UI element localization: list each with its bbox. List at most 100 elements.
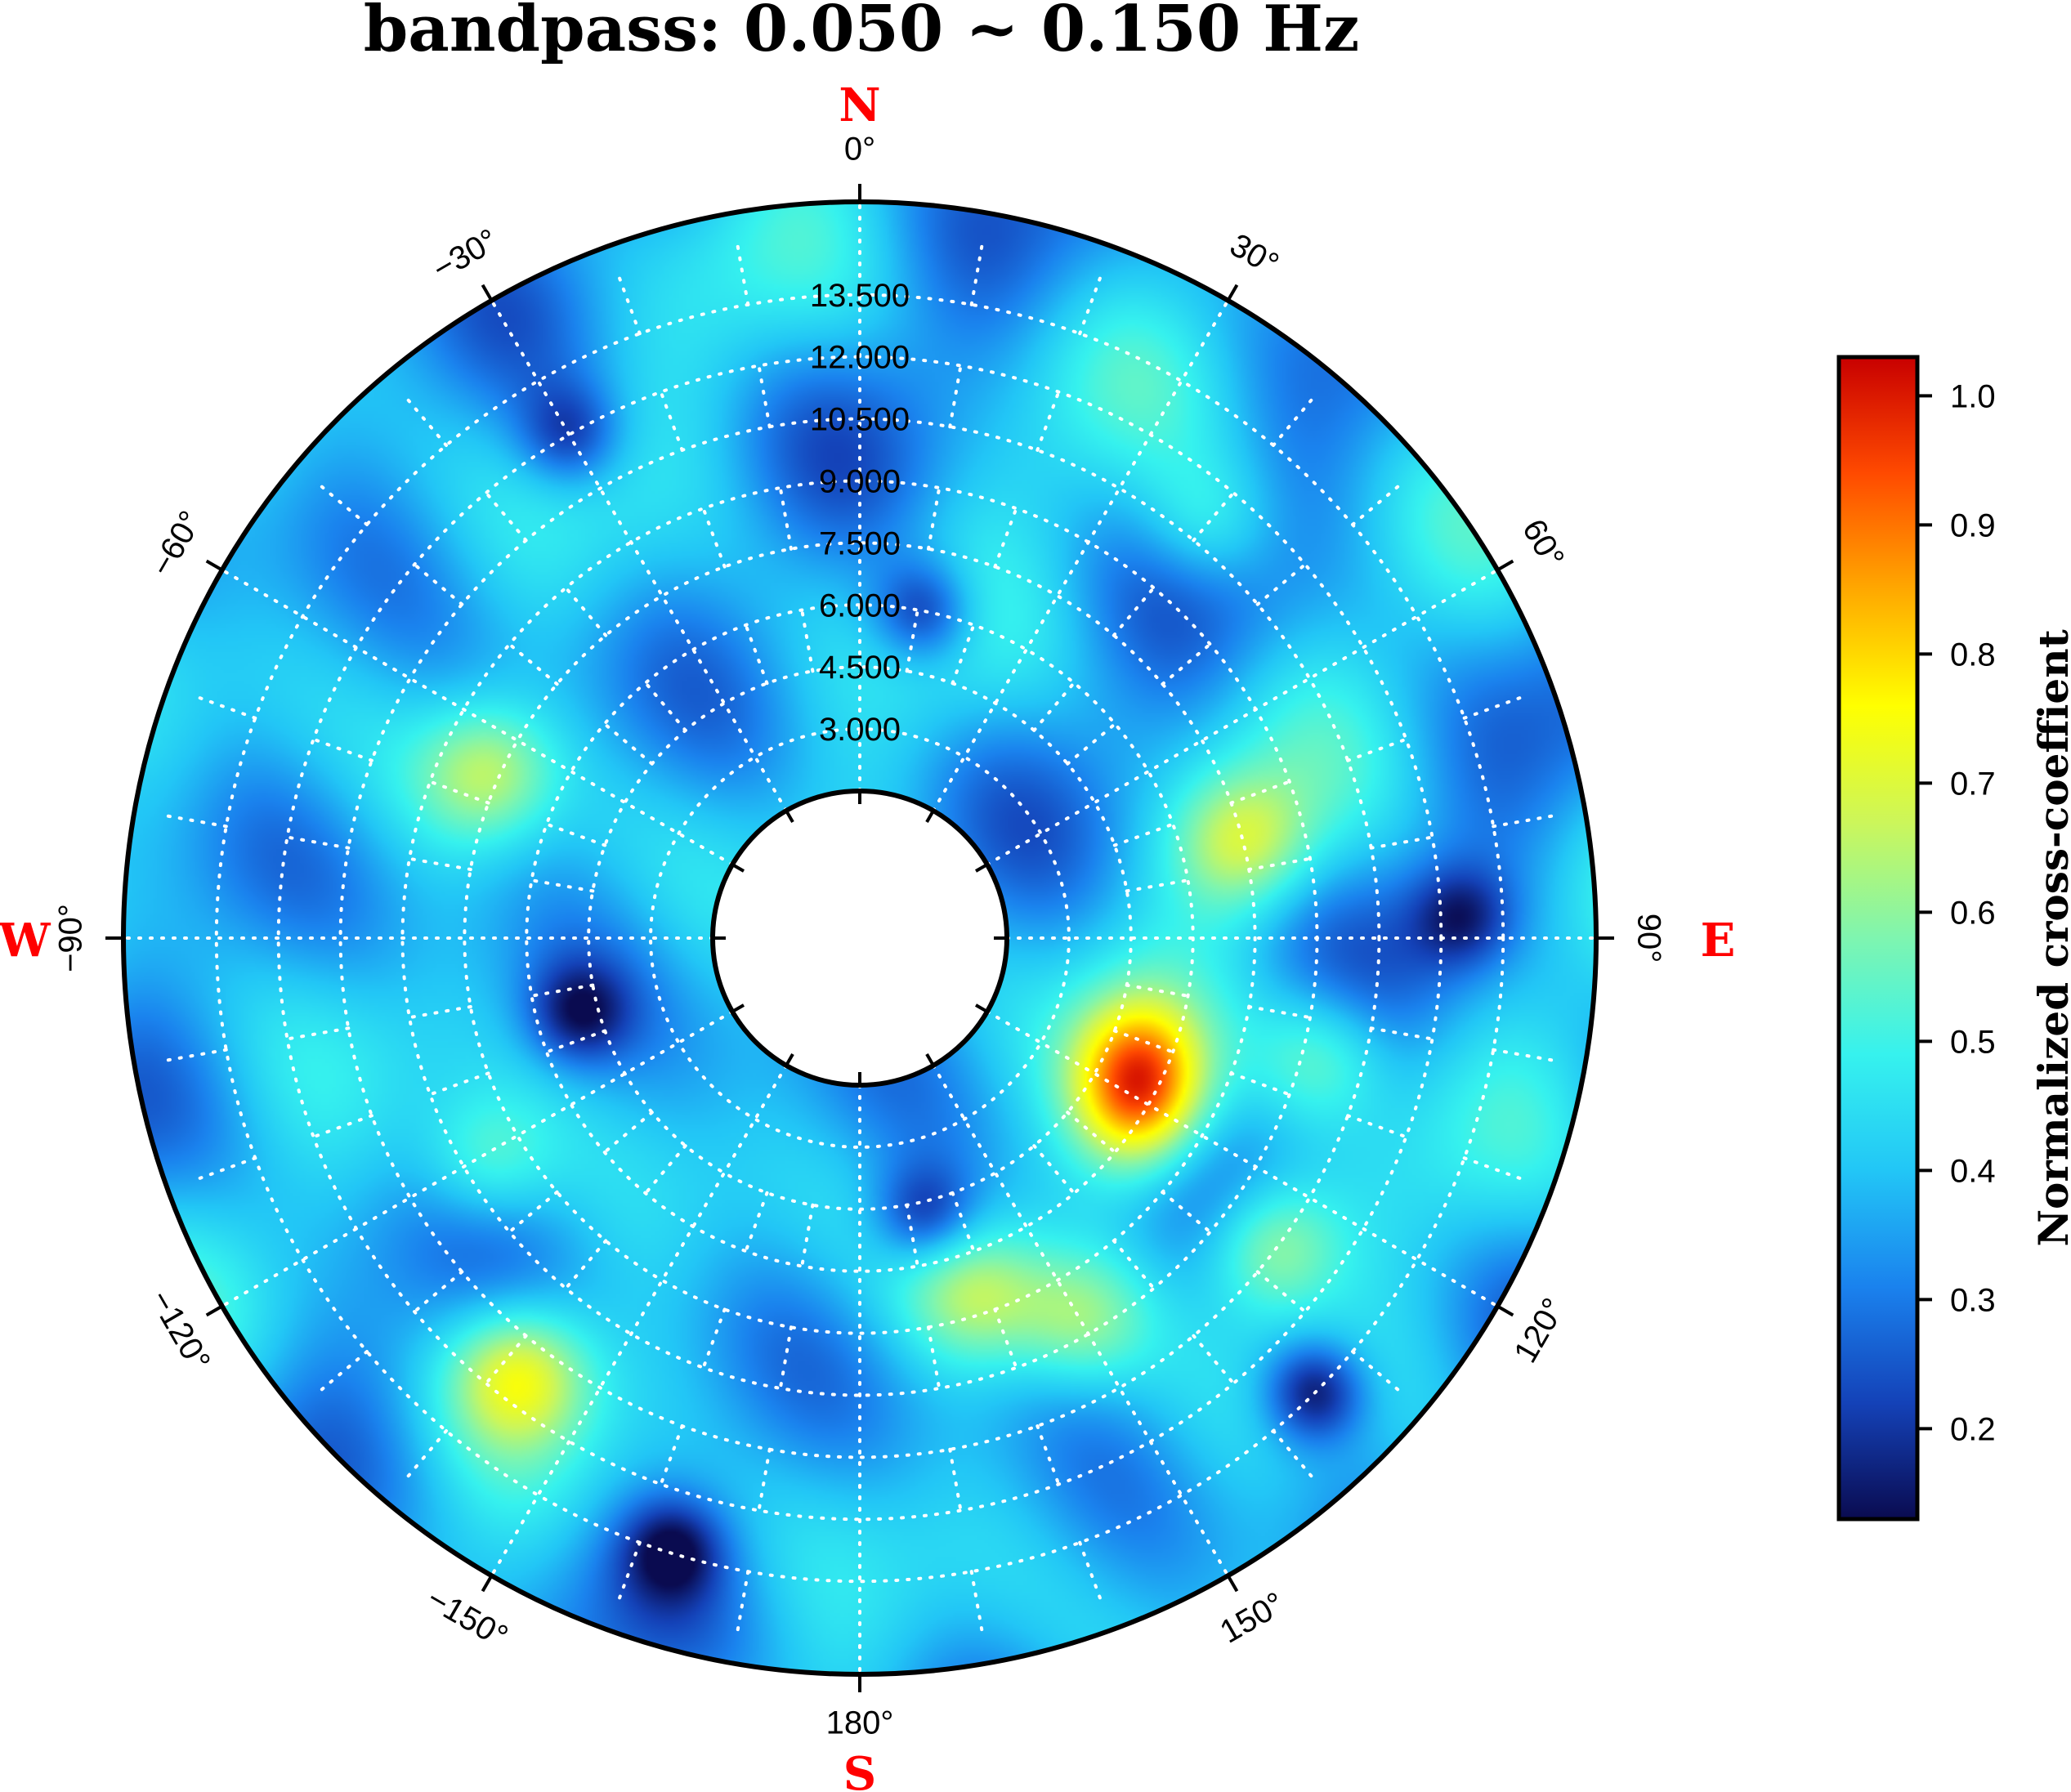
- grid-minor-spoke: [508, 1190, 559, 1234]
- angle-tick-label: 120°: [1507, 1292, 1572, 1369]
- grid-minor-spoke: [408, 1005, 472, 1020]
- grid-minor-spoke: [1192, 1334, 1236, 1385]
- grid-minor-spoke: [163, 814, 228, 829]
- angle-tick-label: −150°: [421, 1580, 514, 1655]
- grid-minor-spoke: [1078, 1540, 1103, 1602]
- angle-tick-label: −30°: [427, 222, 504, 288]
- grid-minor-spoke: [736, 1570, 750, 1634]
- compass-east: E: [1701, 914, 1736, 968]
- grid-minor-spoke: [1229, 780, 1291, 805]
- outer-tick: [205, 559, 223, 572]
- outer-tick: [481, 1575, 494, 1593]
- grid-minor-spoke: [1462, 695, 1524, 720]
- angle-tick-label: 90°: [1630, 914, 1666, 963]
- inner-tick: [785, 1053, 794, 1066]
- grid-minor-spoke: [659, 1424, 684, 1486]
- grid-ring: [214, 293, 1505, 1584]
- grid-minor-spoke: [757, 364, 772, 429]
- colorbar-tick-label: 1.0: [1950, 378, 1996, 414]
- grid-minor-spoke: [757, 1447, 772, 1513]
- grid-minor-spoke: [1255, 1270, 1307, 1314]
- grid-minor-spoke: [927, 1325, 942, 1390]
- angle-tick-label: 30°: [1224, 227, 1285, 283]
- inner-tick: [975, 863, 988, 873]
- grid-ring: [649, 727, 1071, 1149]
- grid-ring: [338, 417, 1381, 1459]
- grid-minor-spoke: [1492, 814, 1556, 829]
- grid-spoke: [490, 1063, 788, 1578]
- grid-ring: [463, 541, 1257, 1335]
- grid-minor-spoke: [317, 483, 369, 526]
- grid-minor-spoke: [1351, 483, 1402, 526]
- outer-tick: [1226, 1575, 1239, 1593]
- grid-minor-spoke: [564, 1239, 608, 1290]
- inner-tick: [925, 1053, 935, 1066]
- grid-minor-spoke: [927, 486, 942, 551]
- grid-minor-spoke: [1125, 878, 1190, 893]
- grid-spoke: [985, 1010, 1500, 1308]
- colorbar-ticks: 0.2 0.3 0.4 0.5 0.6 0.7 0.8 0.9 1.0: [1917, 378, 1996, 1447]
- outer-tick: [1226, 284, 1239, 302]
- colorbar-tick-label: 0.3: [1950, 1282, 1996, 1318]
- colorbar: 0.2 0.3 0.4 0.5 0.6 0.7 0.8 0.9 1.0 Normalized c…: [1836, 355, 2071, 1522]
- grid-spoke: [932, 1063, 1230, 1578]
- outer-tick: [481, 284, 494, 302]
- angle-tick-label: 60°: [1515, 513, 1571, 574]
- grid-minor-spoke: [1192, 491, 1236, 543]
- radial-tick-label: 10.500: [810, 402, 910, 438]
- angle-tick-label: −60°: [144, 505, 209, 583]
- angle-tick-label: 0°: [844, 132, 875, 168]
- colorbar-tick-label: 0.2: [1950, 1411, 1996, 1447]
- polar-grid: [122, 200, 1598, 1676]
- grid-minor-spoke: [701, 1307, 727, 1370]
- grid-minor-spoke: [1032, 681, 1076, 732]
- grid-minor-spoke: [905, 1203, 919, 1268]
- grid-minor-spoke: [1272, 1429, 1315, 1481]
- inner-tick: [925, 810, 935, 823]
- radial-tick-label: 9.000: [819, 464, 901, 500]
- grid-minor-spoke: [163, 1048, 228, 1062]
- grid-minor-spoke: [1112, 586, 1156, 637]
- grid-minor-spoke: [1036, 1424, 1061, 1486]
- grid-minor-spoke: [484, 1334, 528, 1385]
- inner-tick: [731, 1003, 745, 1013]
- grid-minor-spoke: [195, 1156, 257, 1182]
- grid-minor-spoke: [408, 856, 472, 871]
- grid-minor-spoke: [905, 608, 919, 673]
- grid-minor-spoke: [1272, 395, 1315, 447]
- grid-minor-spoke: [643, 1144, 687, 1195]
- radial-tick-label: 7.500: [819, 525, 901, 561]
- grid-minor-spoke: [993, 1307, 1018, 1370]
- compass-south: S: [843, 1747, 876, 1792]
- grid-minor-spoke: [285, 835, 351, 850]
- grid-minor-spoke: [1161, 642, 1212, 686]
- grid-minor-spoke: [1066, 1111, 1117, 1155]
- grid-minor-spoke: [1346, 737, 1408, 762]
- inner-tick: [975, 1003, 988, 1013]
- inner-tick: [731, 863, 745, 873]
- grid-minor-spoke: [1112, 822, 1175, 847]
- angle-tick-label: 180°: [826, 1705, 894, 1741]
- grid-minor-spoke: [508, 642, 559, 686]
- angle-tick-label: −90°: [53, 904, 89, 972]
- grid-minor-spoke: [544, 1029, 607, 1054]
- grid-minor-spoke: [428, 1071, 490, 1097]
- grid-minor-spoke: [736, 242, 750, 306]
- grid-minor-spoke: [1161, 1190, 1212, 1234]
- radial-tick-labels: 3.000 4.500 6.000 7.500 9.000 10.500 12.000 13.…: [810, 278, 910, 748]
- grid-minor-spoke: [1346, 1114, 1408, 1139]
- grid-minor-spoke: [643, 681, 687, 732]
- grid-minor-spoke: [1112, 1029, 1175, 1054]
- grid-minor-spoke: [1247, 856, 1312, 871]
- chart-title: bandpass: 0.050 ~ 0.150 Hz: [364, 0, 1359, 66]
- radial-tick-label: 13.500: [810, 278, 910, 314]
- outer-tick: [1496, 559, 1514, 572]
- grid-minor-spoke: [602, 722, 654, 766]
- grid-minor-spoke: [778, 1325, 793, 1390]
- grid-minor-spoke: [948, 364, 963, 429]
- grid-minor-spoke: [602, 1111, 654, 1155]
- grid-minor-spoke: [744, 623, 769, 686]
- grid-minor-spoke: [993, 507, 1018, 569]
- colorbar-label: Normalized cross-coeffient: [2029, 629, 2071, 1246]
